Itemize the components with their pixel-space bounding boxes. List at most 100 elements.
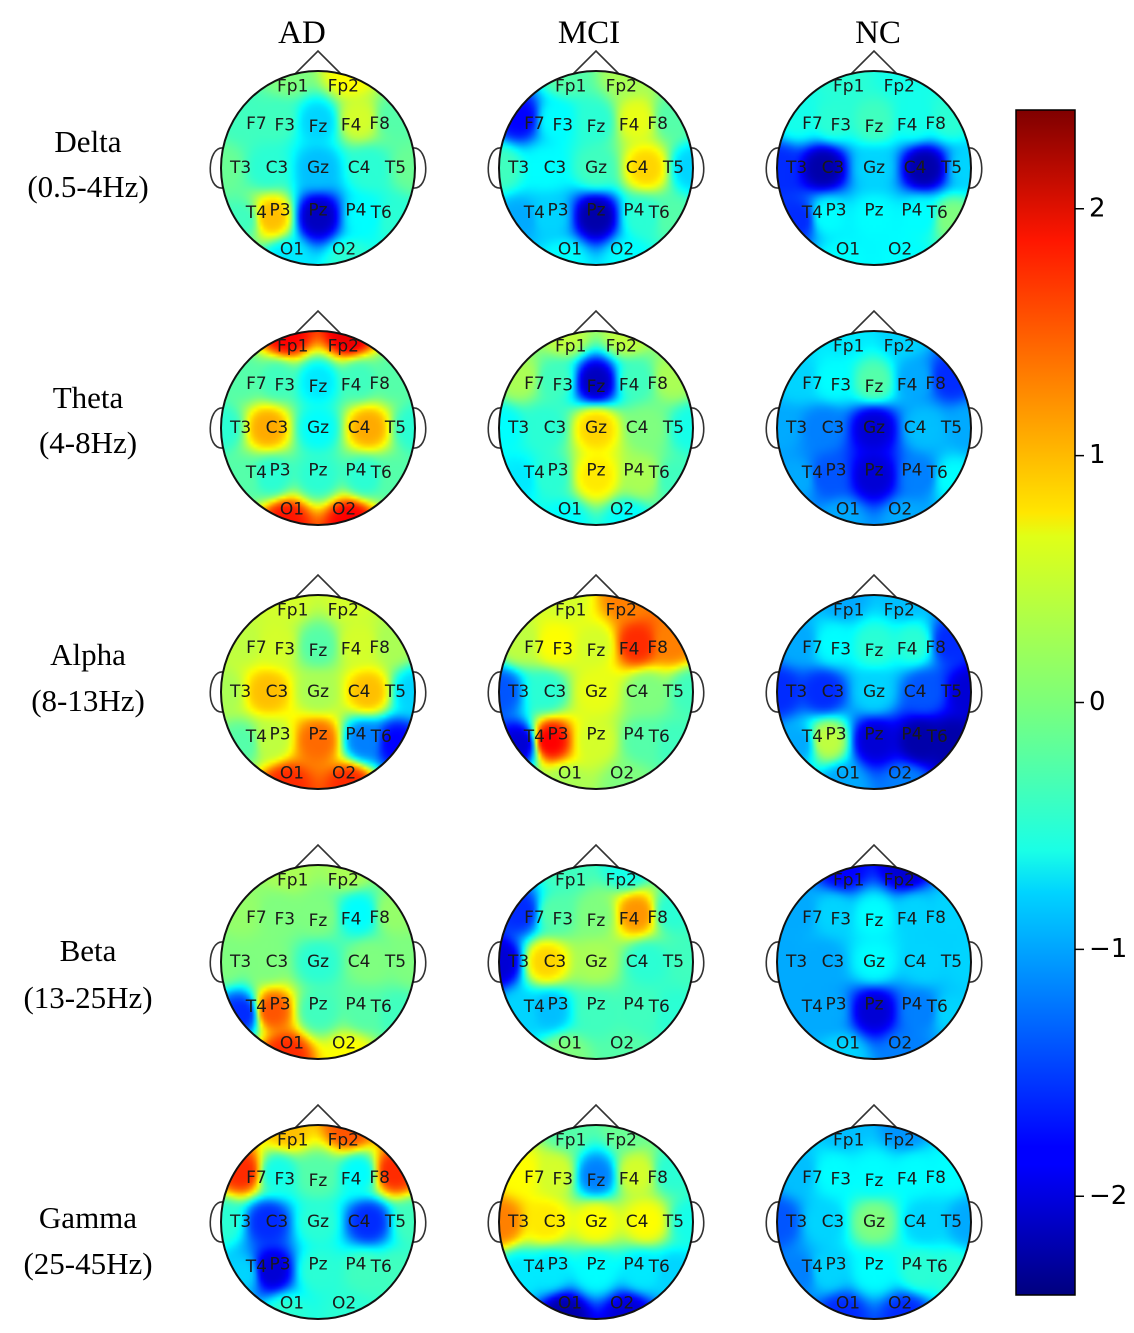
head-outline (498, 330, 694, 526)
topomap-surface (777, 865, 971, 1059)
electrode-label: Fp2 (606, 336, 637, 356)
electrode-label: C4 (348, 418, 371, 438)
electrode-label: Fp2 (606, 76, 637, 96)
colorbar-tick-label: 0 (1089, 687, 1106, 717)
electrode-label: F8 (925, 908, 946, 928)
topomap-surface (777, 71, 971, 265)
column-header-ad: AD (278, 15, 326, 51)
electrode-label: F8 (925, 638, 946, 658)
head-ear-right (968, 1201, 983, 1243)
head-ear-right (690, 147, 705, 189)
electrode-label: Fz (309, 1171, 328, 1191)
electrode-label: O1 (836, 1034, 860, 1054)
electrode-label: Fz (865, 1171, 884, 1191)
head-outline (220, 594, 416, 790)
electrode-label: O2 (332, 764, 356, 784)
electrode-label: T3 (785, 682, 807, 702)
row-range-alpha: (8-13Hz) (31, 683, 145, 718)
electrode-label: Fp2 (328, 1130, 359, 1150)
electrode-label: Fp1 (277, 76, 308, 96)
topomap-gamma-ad: Fp1 Fp2 F7 F3 Fz F4 F8 T3 C3 Gz C4 T5 T4 P3 Pz P4 T6 O1 O2 (209, 1103, 427, 1320)
topomap-delta-nc: Fp1 Fp2 F7 F3 Fz F4 F8 T3 C3 Gz C4 T5 T4 P3 Pz P4 T6 O1 O2 (765, 49, 983, 266)
electrode-label: P4 (345, 201, 366, 221)
electrode-label: O1 (836, 240, 860, 260)
electrode-label: Gz (863, 952, 885, 972)
electrode-label: P3 (548, 1255, 569, 1275)
electrode-label: F7 (524, 638, 545, 658)
electrode-label: C4 (904, 952, 927, 972)
electrode-label: Pz (864, 995, 883, 1015)
topomap-surface (499, 331, 693, 525)
electrode-label: O1 (836, 500, 860, 520)
electrode-label: P3 (270, 995, 291, 1015)
electrode-label: O1 (836, 764, 860, 784)
electrode-label: P3 (270, 1255, 291, 1275)
electrode-label: T5 (384, 158, 406, 178)
head-nose (571, 573, 621, 600)
electrode-label: P4 (345, 1255, 366, 1275)
colorbar-tick-label: 2 (1089, 193, 1106, 223)
electrode-label: O2 (888, 500, 912, 520)
electrode-label: P4 (901, 995, 922, 1015)
electrode-label: P4 (345, 461, 366, 481)
electrode-label: T6 (370, 203, 392, 223)
electrode-label: Fp2 (328, 76, 359, 96)
head-outline (498, 1124, 694, 1320)
electrode-label: T5 (384, 952, 406, 972)
electrode-label: Fz (587, 1171, 606, 1191)
electrode-label: F4 (897, 116, 918, 136)
electrode-label: P3 (270, 725, 291, 745)
electrode-label: C4 (626, 418, 649, 438)
electrode-label: O1 (280, 764, 304, 784)
electrode-label: T3 (229, 952, 251, 972)
electrode-label: F4 (619, 116, 640, 136)
electrode-label: F7 (246, 1168, 267, 1188)
electrode-label: T3 (229, 158, 251, 178)
electrode-label: O1 (558, 764, 582, 784)
electrode-label: C3 (822, 682, 845, 702)
electrode-label: Fp1 (277, 1130, 308, 1150)
electrode-label: F8 (369, 1168, 390, 1188)
electrode-label: C3 (822, 418, 845, 438)
head-nose (849, 573, 899, 600)
electrode-label: T3 (785, 1212, 807, 1232)
electrode-label: F4 (897, 640, 918, 660)
topomap-surface (777, 595, 971, 789)
electrode-label: F3 (275, 116, 296, 136)
electrode-label: T3 (507, 682, 529, 702)
electrode-label: T3 (785, 158, 807, 178)
electrode-label: Fz (309, 911, 328, 931)
electrode-label: O2 (332, 1034, 356, 1054)
electrode-label: T4 (801, 463, 823, 483)
electrode-label: F4 (341, 376, 362, 396)
head-nose (293, 49, 343, 76)
head-ear-left (209, 941, 224, 983)
electrode-label: T4 (245, 1257, 267, 1277)
electrode-label: Fz (309, 641, 328, 661)
topomap-theta-nc: Fp1 Fp2 F7 F3 Fz F4 F8 T3 C3 Gz C4 T5 T4 P3 Pz P4 T6 O1 O2 (765, 309, 983, 526)
electrode-label: F7 (246, 114, 267, 134)
topomap-alpha-nc: Fp1 Fp2 F7 F3 Fz F4 F8 T3 C3 Gz C4 T5 T4 P3 Pz P4 T6 O1 O2 (765, 573, 983, 790)
electrode-label: F7 (524, 374, 545, 394)
electrode-label: C3 (544, 158, 567, 178)
electrode-label: P3 (826, 725, 847, 745)
electrode-label: F7 (524, 908, 545, 928)
electrode-label: Fp1 (833, 1130, 864, 1150)
electrode-label: F3 (553, 640, 574, 660)
head-nose (293, 843, 343, 870)
topomap-surface (221, 595, 415, 789)
electrode-label: F8 (647, 374, 668, 394)
electrode-label: T4 (801, 203, 823, 223)
electrode-label: F4 (897, 1170, 918, 1190)
electrode-label: T5 (940, 418, 962, 438)
electrode-label: Gz (585, 682, 607, 702)
row-range-gamma: (25-45Hz) (23, 1246, 152, 1281)
electrode-label: T6 (926, 463, 948, 483)
head-ear-left (487, 1201, 502, 1243)
topomap-theta-ad: Fp1 Fp2 F7 F3 Fz F4 F8 T3 C3 Gz C4 T5 T4 P3 Pz P4 T6 O1 O2 (209, 309, 427, 526)
head-nose (849, 309, 899, 336)
topomap-theta-mci: Fp1 Fp2 F7 F3 Fz F4 F8 T3 C3 Gz C4 T5 T4 P3 Pz P4 T6 O1 O2 (487, 309, 705, 526)
electrode-label: F3 (275, 1170, 296, 1190)
electrode-label: P4 (345, 725, 366, 745)
